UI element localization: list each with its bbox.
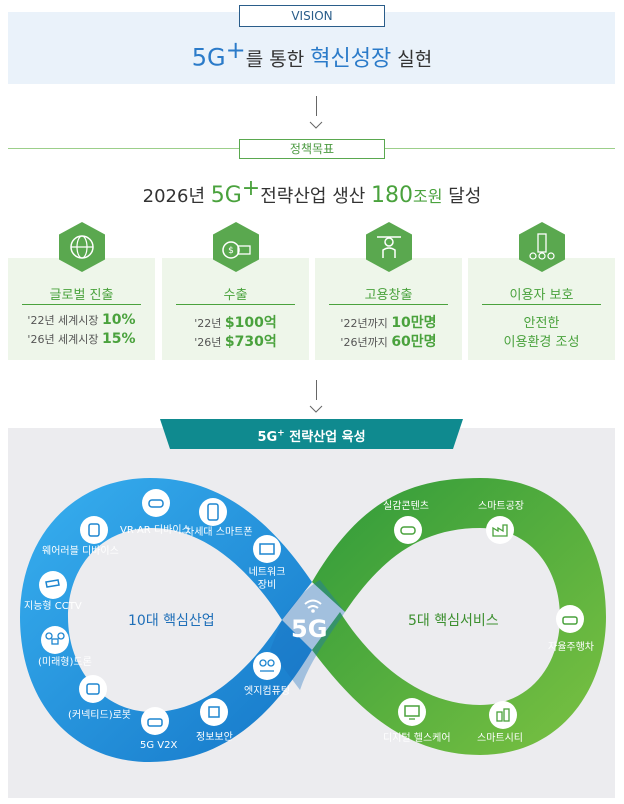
edge-computing-icon xyxy=(253,652,281,680)
policy-suffix: 달성 xyxy=(442,186,482,207)
policy-mid: 전략산업 생산 xyxy=(260,186,372,207)
item-v2x: 5G V2X xyxy=(140,740,178,751)
security-chip-icon xyxy=(200,698,228,726)
policy-unit: 조원 xyxy=(413,187,443,206)
smart-factory-icon xyxy=(486,516,514,544)
shield-building-icon xyxy=(519,222,565,272)
item-cctv: 지능형 CCTV xyxy=(24,601,82,612)
policy-tag: 정책목표 xyxy=(239,139,385,159)
card-rule xyxy=(482,304,601,305)
card-title: 수출 xyxy=(223,288,248,303)
policy-5g: 5G xyxy=(210,183,242,208)
item-smartphone: 차세대 스마트폰 xyxy=(185,527,253,538)
policy-statement: 2026년 5G+전략산업 생산 180조원 달성 xyxy=(0,176,624,208)
money-bag-icon: $ xyxy=(213,222,259,272)
digital-health-icon xyxy=(398,698,426,726)
card-line: '22년 $100억 xyxy=(194,315,277,331)
card-title: 글로벌 진출 xyxy=(49,288,114,303)
network-device-icon xyxy=(253,535,281,563)
item-smart-factory: 스마트공장 xyxy=(478,501,524,512)
card-title: 이용자 보호 xyxy=(509,288,574,303)
down-arrow-icon xyxy=(309,96,323,132)
immersive-content-icon xyxy=(394,516,422,544)
cctv-icon xyxy=(39,571,67,599)
item-security: 정보보안 xyxy=(196,732,233,743)
card-global: 글로벌 진출 '22년 세계시장 10% '26년 세계시장 15% xyxy=(8,222,155,360)
card-line: '26년까지 60만명 xyxy=(340,334,437,350)
policy-year: 2026년 xyxy=(142,186,211,207)
item-wearable: 웨어러블 디바이스 xyxy=(42,546,119,557)
industry-banner xyxy=(160,419,463,449)
policy-plus: + xyxy=(241,176,261,201)
right-loop-title: 5대 핵심서비스 xyxy=(408,613,499,629)
wearable-watch-icon xyxy=(80,516,108,544)
item-edge: 엣지컴퓨팅 xyxy=(244,686,290,697)
item-smart-city: 스마트시티 xyxy=(477,733,523,744)
item-vr-ar: VR·AR 디바이스 xyxy=(120,525,191,536)
drone-icon xyxy=(41,626,69,654)
smartphone-icon xyxy=(199,498,227,526)
smart-city-icon xyxy=(489,701,517,729)
vision-highlight: 혁신성장 xyxy=(310,46,392,72)
globe-icon xyxy=(59,222,105,272)
item-digital-health: 디지털 헬스케어 xyxy=(383,733,451,744)
item-immersive: 실감콘텐츠 xyxy=(383,501,429,512)
card-employment: 고용창출 '22년까지 10만명 '26년까지 60만명 xyxy=(315,222,462,360)
card-line: 안전한 xyxy=(523,316,560,331)
svg-text:$: $ xyxy=(228,246,234,256)
vision-5g: 5G xyxy=(191,43,226,72)
vision-plus: + xyxy=(225,36,246,64)
card-line: '26년 세계시장 15% xyxy=(27,331,136,347)
item-network: 네트워크 장비 xyxy=(248,567,286,591)
down-arrow-icon xyxy=(309,380,323,416)
item-robot: (커넥티드)로봇 xyxy=(68,710,132,721)
card-rule xyxy=(329,304,448,305)
industry-banner-text: 5G+ 전략산업 육성 xyxy=(257,428,366,445)
vr-headset-icon xyxy=(142,489,170,517)
card-rule xyxy=(22,304,141,305)
card-line: '22년 세계시장 10% xyxy=(27,312,136,328)
left-loop-title: 10대 핵심산업 xyxy=(128,613,215,629)
item-autonomous: 자율주행차 xyxy=(548,642,594,653)
vision-tag: VISION xyxy=(239,5,385,27)
card-export: $ 수출 '22년 $100억 '26년 $730억 xyxy=(162,222,309,360)
robot-icon xyxy=(79,675,107,703)
card-protection: 이용자 보호 안전한 이용환경 조성 xyxy=(468,222,615,360)
center-5g-label: 5G xyxy=(291,615,328,643)
card-rule xyxy=(176,304,295,305)
vision-suffix: 실현 xyxy=(391,48,433,71)
card-title: 고용창출 xyxy=(364,288,413,303)
item-drone: (미래형)드론 xyxy=(38,657,92,668)
card-line: 이용환경 조성 xyxy=(503,335,580,350)
card-line: '26년 $730억 xyxy=(194,334,277,350)
worker-icon xyxy=(366,222,412,272)
autonomous-car-icon xyxy=(556,605,584,633)
card-line: '22년까지 10만명 xyxy=(340,315,437,331)
5g-logo-icon xyxy=(304,599,322,613)
v2x-car-icon xyxy=(141,707,169,735)
vision-statement: 5G+를 통한 혁신성장 실현 xyxy=(0,36,624,72)
policy-amount: 180 xyxy=(371,183,414,208)
vision-mid: 를 통한 xyxy=(245,48,311,71)
